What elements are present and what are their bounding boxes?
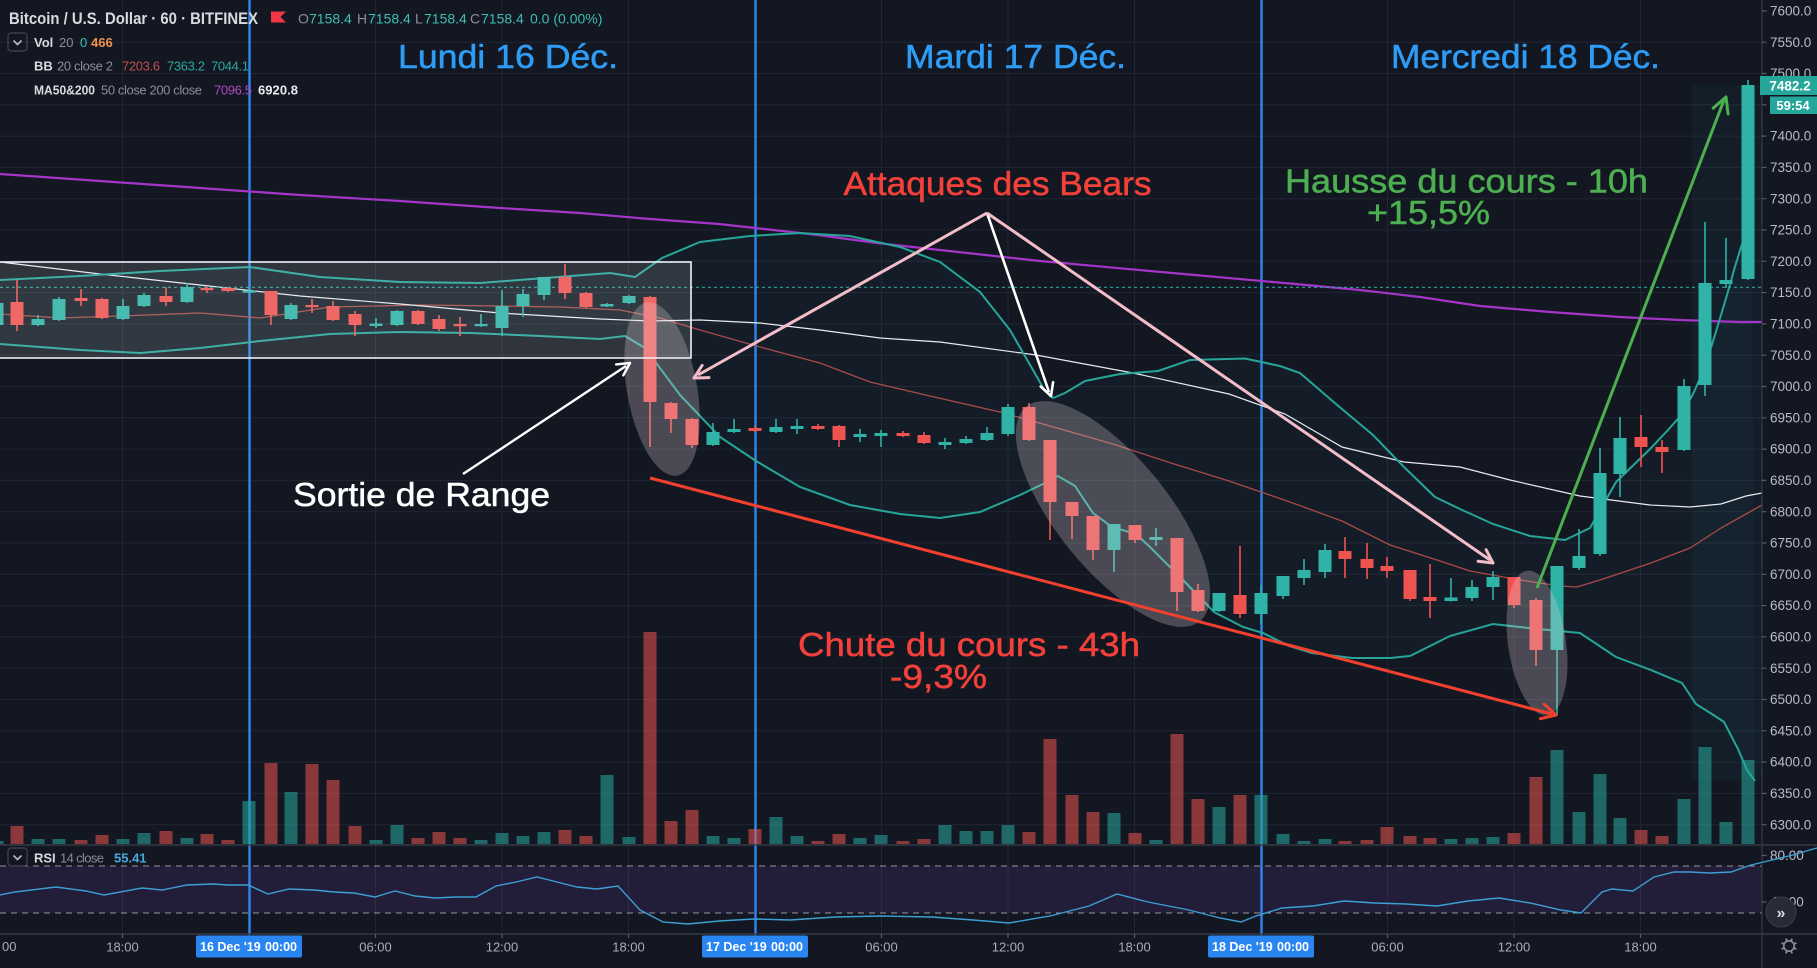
svg-text:Hausse du cours - 10h: Hausse du cours - 10h <box>1285 163 1648 200</box>
svg-text:RSI: RSI <box>34 851 56 866</box>
svg-text:466: 466 <box>91 35 113 50</box>
svg-text:Attaques des Bears: Attaques des Bears <box>844 165 1152 202</box>
svg-text:12:00: 12:00 <box>486 940 519 955</box>
svg-text:20: 20 <box>59 35 73 50</box>
svg-text:6850.0: 6850.0 <box>1770 473 1811 488</box>
svg-text:Mercredi 18 Déc.: Mercredi 18 Déc. <box>1391 38 1660 75</box>
svg-text:18:00: 18:00 <box>612 940 645 955</box>
svg-text:6450.0: 6450.0 <box>1770 723 1811 738</box>
svg-text:80.00: 80.00 <box>1770 848 1804 863</box>
svg-text:06:00: 06:00 <box>1371 940 1404 955</box>
svg-text:00:00: 00:00 <box>265 940 297 954</box>
svg-text:7550.0: 7550.0 <box>1770 35 1811 50</box>
svg-text:7300.0: 7300.0 <box>1770 191 1811 206</box>
svg-text:7100.0: 7100.0 <box>1770 317 1811 332</box>
svg-text:7203.6: 7203.6 <box>122 59 160 74</box>
svg-text:12:00: 12:00 <box>992 940 1025 955</box>
svg-text:6750.0: 6750.0 <box>1770 536 1811 551</box>
svg-text:6950.0: 6950.0 <box>1770 410 1811 425</box>
svg-text:6650.0: 6650.0 <box>1770 598 1811 613</box>
svg-text:Vol: Vol <box>34 35 53 50</box>
svg-text:50 close 200 close: 50 close 200 close <box>101 83 202 98</box>
svg-text:7158.4: 7158.4 <box>481 11 524 27</box>
svg-text:6800.0: 6800.0 <box>1770 504 1811 519</box>
svg-text:12:00: 12:00 <box>1498 940 1531 955</box>
svg-text:0.0 (0.00%): 0.0 (0.00%) <box>530 11 602 27</box>
svg-text:06:00: 06:00 <box>359 940 392 955</box>
svg-text:0: 0 <box>80 35 87 50</box>
svg-text:7158.4: 7158.4 <box>309 11 352 27</box>
svg-text:Lundi 16 Déc.: Lundi 16 Déc. <box>398 38 618 75</box>
svg-text:6300.0: 6300.0 <box>1770 817 1811 832</box>
svg-text:6900.0: 6900.0 <box>1770 442 1811 457</box>
svg-text:00: 00 <box>2 939 16 954</box>
svg-text:7096.5: 7096.5 <box>214 83 252 98</box>
svg-text:14 close: 14 close <box>60 851 104 866</box>
svg-text:BB: BB <box>34 59 53 74</box>
svg-text:7350.0: 7350.0 <box>1770 160 1811 175</box>
svg-text:6700.0: 6700.0 <box>1770 567 1811 582</box>
svg-text:18:00: 18:00 <box>106 940 139 955</box>
svg-text:7158.4: 7158.4 <box>424 11 467 27</box>
svg-text:7363.2: 7363.2 <box>167 59 205 74</box>
svg-text:C: C <box>470 11 480 27</box>
svg-text:+15,5%: +15,5% <box>1367 194 1490 231</box>
svg-text:00:00: 00:00 <box>1277 940 1309 954</box>
svg-text:55.41: 55.41 <box>114 851 147 866</box>
svg-text:18 Dec '19: 18 Dec '19 <box>1212 940 1273 954</box>
svg-text:-9,3%: -9,3% <box>890 658 987 695</box>
svg-text:Sortie de Range: Sortie de Range <box>293 476 550 513</box>
svg-text:20 close 2: 20 close 2 <box>57 59 113 74</box>
svg-text:59:54: 59:54 <box>1776 98 1810 113</box>
svg-text:7050.0: 7050.0 <box>1770 348 1811 363</box>
svg-text:7400.0: 7400.0 <box>1770 129 1811 144</box>
svg-text:Mardi 17 Déc.: Mardi 17 Déc. <box>905 38 1126 75</box>
svg-text:H: H <box>357 11 367 27</box>
svg-text:17 Dec '19: 17 Dec '19 <box>706 940 767 954</box>
svg-text:6400.0: 6400.0 <box>1770 755 1811 770</box>
svg-text:7150.0: 7150.0 <box>1770 285 1811 300</box>
svg-text:»: » <box>1777 905 1786 922</box>
svg-text:7200.0: 7200.0 <box>1770 254 1811 269</box>
svg-text:7482.2: 7482.2 <box>1769 79 1810 94</box>
svg-text:18:00: 18:00 <box>1624 940 1657 955</box>
svg-text:16 Dec '19: 16 Dec '19 <box>200 940 261 954</box>
svg-text:MA50&200: MA50&200 <box>34 83 95 98</box>
svg-text:00:00: 00:00 <box>771 940 803 954</box>
svg-text:6600.0: 6600.0 <box>1770 630 1811 645</box>
svg-text:06:00: 06:00 <box>865 940 898 955</box>
svg-text:7000.0: 7000.0 <box>1770 379 1811 394</box>
svg-text:7250.0: 7250.0 <box>1770 223 1811 238</box>
svg-text:6500.0: 6500.0 <box>1770 692 1811 707</box>
svg-text:7044.1: 7044.1 <box>211 59 249 74</box>
svg-text:18:00: 18:00 <box>1118 940 1151 955</box>
svg-text:L: L <box>415 11 423 27</box>
svg-text:Chute du cours - 43h: Chute du cours - 43h <box>798 626 1140 663</box>
svg-text:O: O <box>298 11 309 27</box>
svg-text:7600.0: 7600.0 <box>1770 4 1811 19</box>
svg-text:6920.8: 6920.8 <box>258 83 298 98</box>
svg-text:6550.0: 6550.0 <box>1770 661 1811 676</box>
svg-text:7158.4: 7158.4 <box>368 11 411 27</box>
svg-text:6350.0: 6350.0 <box>1770 786 1811 801</box>
svg-text:Bitcoin / U.S. Dollar · 60 · B: Bitcoin / U.S. Dollar · 60 · BITFINEX <box>9 10 258 28</box>
